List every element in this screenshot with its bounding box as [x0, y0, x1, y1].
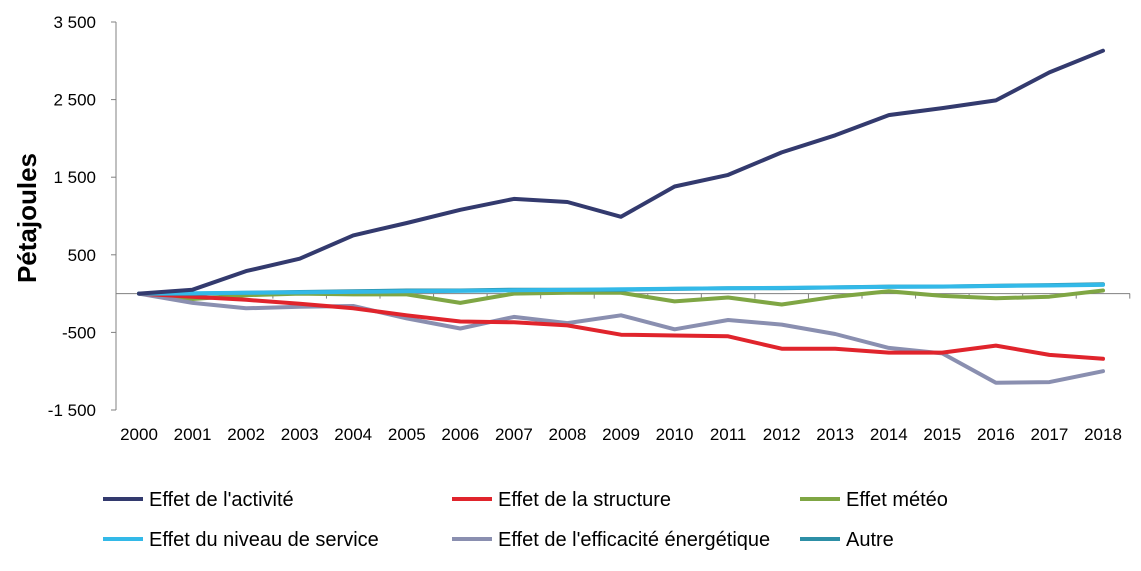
- x-tick-label: 2016: [977, 425, 1015, 444]
- x-tick-label: 2017: [1031, 425, 1069, 444]
- x-tick-label: 2007: [495, 425, 533, 444]
- x-tick-label: 2001: [174, 425, 212, 444]
- y-tick-labels: 3 500 2 500 1 500 500 -500 -1 500: [48, 13, 96, 420]
- legend-label: Effet de l'efficacité énergétique: [498, 529, 770, 551]
- y-tick-label: 500: [68, 246, 96, 265]
- x-tick-label: 2010: [656, 425, 694, 444]
- series-line: [137, 291, 1105, 385]
- legend-label: Effet du niveau de service: [149, 529, 379, 551]
- y-tick-label: 2 500: [53, 91, 96, 110]
- x-tick-label: 2012: [763, 425, 801, 444]
- x-tick-label: 2018: [1084, 425, 1122, 444]
- legend-label: Effet météo: [846, 489, 948, 511]
- y-axis-label: Pétajoules: [12, 153, 42, 283]
- x-tick-label: 2003: [281, 425, 319, 444]
- x-tick-labels: 2000 2001 2002 2003 2004 2005 2006 2007 2008 2009…: [120, 425, 1122, 444]
- series-line: [137, 48, 1105, 296]
- x-tick-label: 2013: [816, 425, 854, 444]
- y-tick-label: -500: [62, 323, 96, 342]
- legend-label: Autre: [846, 529, 894, 551]
- x-tick-label: 2014: [870, 425, 908, 444]
- x-tick-label: 2008: [549, 425, 587, 444]
- legend-label: Effet de la structure: [498, 489, 671, 511]
- x-tick-label: 2000: [120, 425, 158, 444]
- x-tick-label: 2002: [227, 425, 265, 444]
- y-tick-label: -1 500: [48, 401, 96, 420]
- series-line: [137, 291, 1105, 361]
- series-lines: [137, 48, 1105, 385]
- x-tick-label: 2004: [334, 425, 372, 444]
- legend: Effet de l'activité Effet de la structure…: [103, 489, 948, 551]
- x-tick-label: 2015: [923, 425, 961, 444]
- series-line: [137, 282, 1105, 296]
- x-tick-label: 2009: [602, 425, 640, 444]
- y-tick-label: 3 500: [53, 13, 96, 32]
- y-tick-label: 1 500: [53, 168, 96, 187]
- x-tick-label: 2005: [388, 425, 426, 444]
- legend-label: Effet de l'activité: [149, 489, 294, 511]
- x-tick-label: 2011: [710, 425, 747, 444]
- x-tick-label: 2006: [441, 425, 479, 444]
